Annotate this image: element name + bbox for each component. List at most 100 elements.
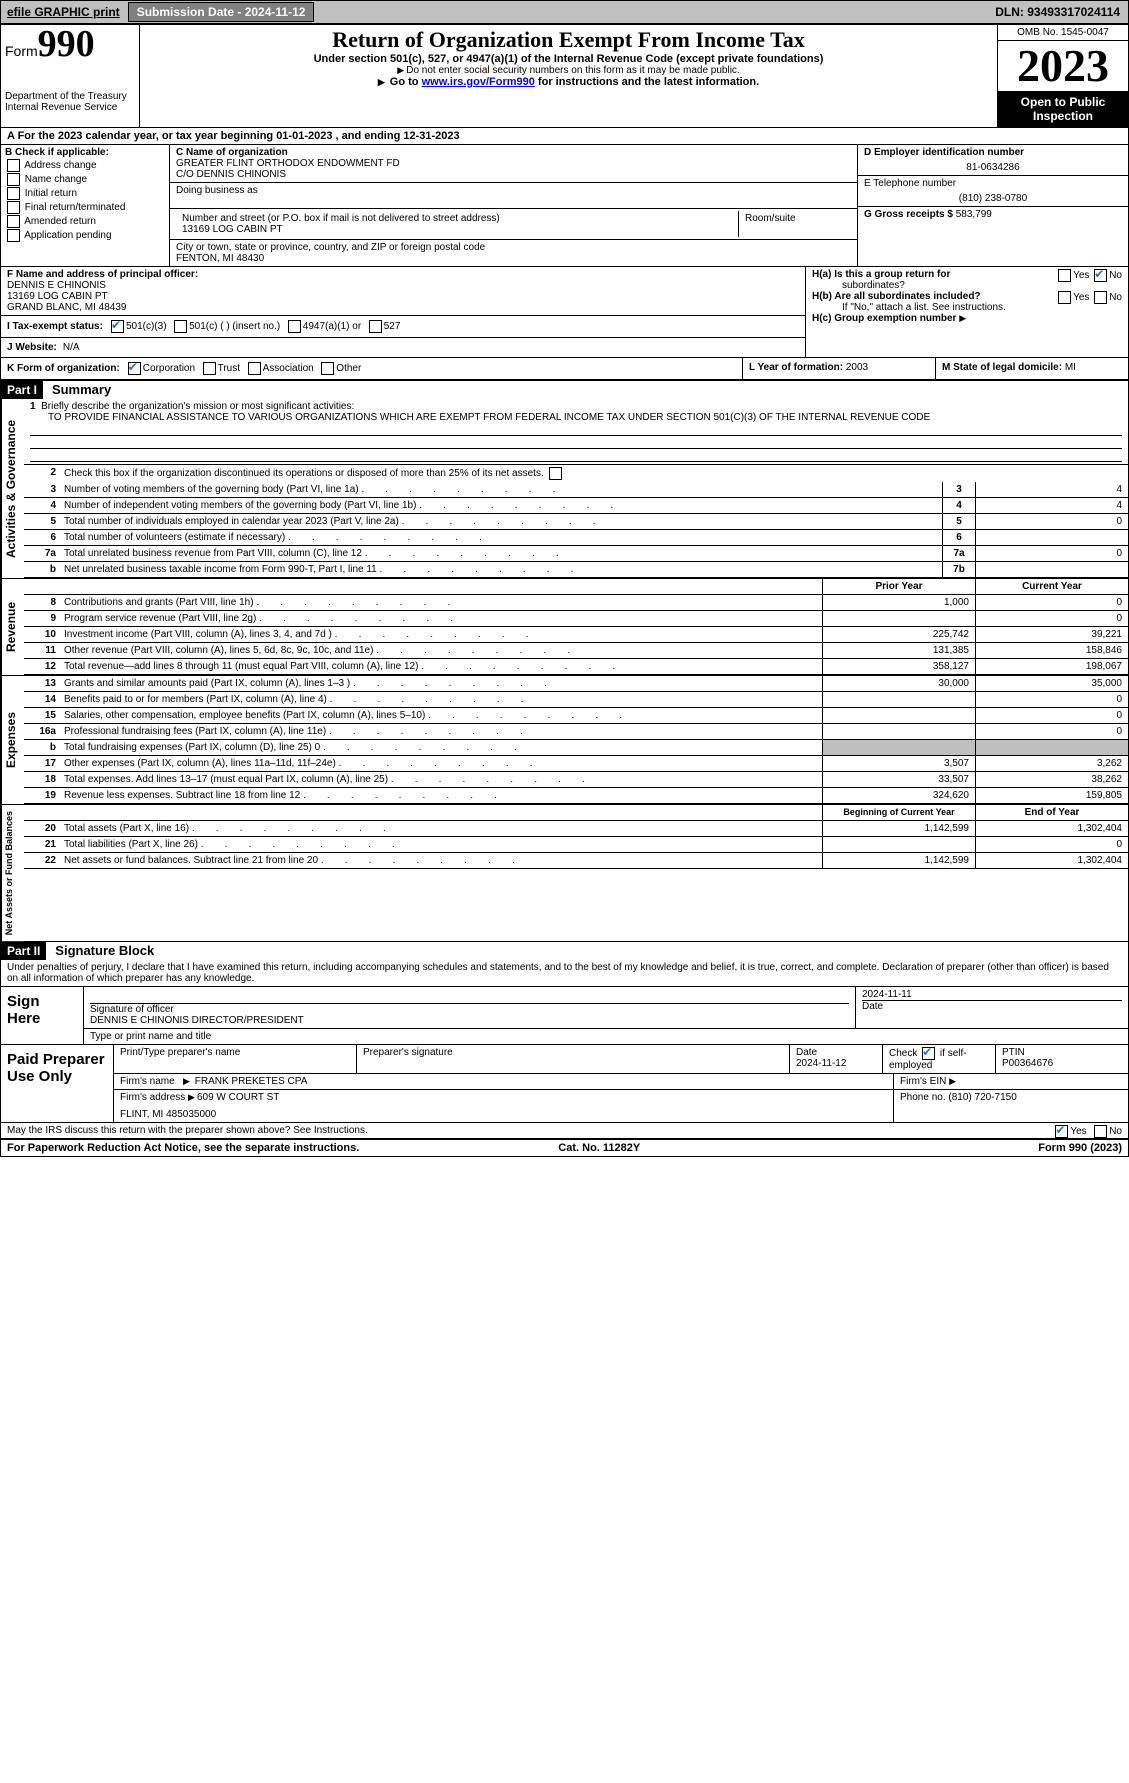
f-lbl: F Name and address of principal officer: xyxy=(7,269,799,280)
paid-preparer: Paid Preparer Use Only Print/Type prepar… xyxy=(1,1045,1128,1123)
chk-527[interactable] xyxy=(369,320,382,333)
row-klm: K Form of organization: Corporation Trus… xyxy=(1,357,1128,381)
g-lbl: G Gross receipts $ xyxy=(864,209,953,220)
section-deg: D Employer identification number 81-0634… xyxy=(857,145,1128,266)
discuss-yes[interactable] xyxy=(1055,1125,1068,1138)
submission-tab[interactable]: Submission Date - 2024-11-12 xyxy=(128,2,315,22)
summary-row: 18Total expenses. Add lines 13–17 (must … xyxy=(24,772,1128,788)
sign-here-lbl: Sign Here xyxy=(1,987,84,1044)
top-bar: efile GRAPHIC print Submission Date - 20… xyxy=(0,0,1129,24)
chk-self[interactable] xyxy=(922,1047,935,1060)
tax-year: 2023 xyxy=(998,41,1128,91)
chk-address[interactable] xyxy=(7,159,20,172)
irs-link[interactable]: www.irs.gov/Form990 xyxy=(422,76,535,88)
part1-bar: Part I xyxy=(1,381,43,399)
hb-no[interactable] xyxy=(1094,291,1107,304)
firm: FRANK PREKETES CPA xyxy=(195,1076,308,1087)
form-id-footer: Form 990 (2023) xyxy=(1038,1142,1122,1154)
vlabel-exp: Expenses xyxy=(1,676,24,804)
state-domicile: MI xyxy=(1065,362,1076,373)
ha-no[interactable] xyxy=(1094,269,1107,282)
addr-lbl: Number and street (or P.O. box if mail i… xyxy=(182,213,732,224)
chk-app[interactable] xyxy=(7,229,20,242)
open-public: Open to Public Inspection xyxy=(998,91,1128,127)
chk-name[interactable] xyxy=(7,173,20,186)
form-header: Form990 Department of the Treasury Inter… xyxy=(1,25,1128,128)
chk-501c3[interactable] xyxy=(111,320,124,333)
form-id-col: Form990 Department of the Treasury Inter… xyxy=(1,25,140,127)
year-formation: 2003 xyxy=(846,362,868,373)
hdr-prior: Prior Year xyxy=(822,579,975,594)
header-sub1: Under section 501(c), 527, or 4947(a)(1)… xyxy=(146,53,991,65)
hdr-curr: Current Year xyxy=(975,579,1128,594)
header-sub3: Go to www.irs.gov/Form990 for instructio… xyxy=(146,76,991,88)
discuss-no[interactable] xyxy=(1094,1125,1107,1138)
efile-link[interactable]: efile GRAPHIC print xyxy=(1,5,126,19)
section-c: C Name of organization GREATER FLINT ORT… xyxy=(170,145,857,266)
city: FENTON, MI 48430 xyxy=(176,253,851,264)
form-title: Return of Organization Exempt From Incom… xyxy=(146,27,991,53)
paperwork: For Paperwork Reduction Act Notice, see … xyxy=(7,1142,359,1154)
vlabel-net: Net Assets or Fund Balances xyxy=(1,805,24,941)
form-word: Form xyxy=(5,43,38,59)
chk-final[interactable] xyxy=(7,201,20,214)
section-j: J Website: N/A xyxy=(1,338,805,357)
website: N/A xyxy=(63,342,80,353)
summary-row: 15Salaries, other compensation, employee… xyxy=(24,708,1128,724)
officer-addr: 13169 LOG CABIN PT xyxy=(7,291,799,302)
summary-row: 16aProfessional fundraising fees (Part I… xyxy=(24,724,1128,740)
chk-amended[interactable] xyxy=(7,215,20,228)
org-name1: GREATER FLINT ORTHODOX ENDOWMENT FD xyxy=(176,158,851,169)
summary-row: 13Grants and similar amounts paid (Part … xyxy=(24,676,1128,692)
chk-other[interactable] xyxy=(321,362,334,375)
part1-title: Summary xyxy=(46,380,117,399)
room-lbl: Room/suite xyxy=(739,211,851,237)
phone: (810) 238-0780 xyxy=(864,189,1122,204)
ptin: P00364676 xyxy=(1002,1058,1053,1069)
street: 13169 LOG CABIN PT xyxy=(182,224,732,235)
header-sub2: Do not enter social security numbers on … xyxy=(146,65,991,76)
chk-4947[interactable] xyxy=(288,320,301,333)
summary-row: 19Revenue less expenses. Subtract line 1… xyxy=(24,788,1128,804)
section-i: I Tax-exempt status: 501(c)(3) 501(c) ( … xyxy=(1,316,805,338)
officer-name: DENNIS E CHINONIS xyxy=(7,280,799,291)
firm-phone: (810) 720-7150 xyxy=(948,1092,1016,1103)
hdr-eoy: End of Year xyxy=(975,805,1128,820)
summary-row: 14Benefits paid to or for members (Part … xyxy=(24,692,1128,708)
part1-header: Part I Summary xyxy=(1,381,1128,399)
summary-row: 7aTotal unrelated business revenue from … xyxy=(24,546,1128,562)
prep-date: 2024-11-12 xyxy=(796,1058,846,1069)
section-h: H(a) Is this a group return for Yes No s… xyxy=(806,267,1128,357)
chk-assoc[interactable] xyxy=(248,362,261,375)
dept-treasury: Department of the Treasury xyxy=(5,91,135,102)
summary-row: 5Total number of individuals employed in… xyxy=(24,514,1128,530)
summary-row: 11Other revenue (Part VIII, column (A), … xyxy=(24,643,1128,659)
chk-corp[interactable] xyxy=(128,362,141,375)
section-b: B Check if applicable: Address change Na… xyxy=(1,145,170,266)
section-bcdefg: B Check if applicable: Address change Na… xyxy=(1,145,1128,267)
summary-row: 21Total liabilities (Part X, line 26) 0 xyxy=(24,837,1128,853)
dba-lbl: Doing business as xyxy=(176,185,851,196)
header-right-col: OMB No. 1545-0047 2023 Open to Public In… xyxy=(997,25,1128,127)
part2-title: Signature Block xyxy=(49,941,160,960)
summary-row: 6Total number of volunteers (estimate if… xyxy=(24,530,1128,546)
ha-yes[interactable] xyxy=(1058,269,1071,282)
hb-yes[interactable] xyxy=(1058,291,1071,304)
part2-bar: Part II xyxy=(1,942,46,960)
chk-501c[interactable] xyxy=(174,320,187,333)
vlabel-gov: Activities & Governance xyxy=(1,399,24,578)
gross-receipts: 583,799 xyxy=(956,209,992,220)
org-name2: C/O DENNIS CHINONIS xyxy=(176,169,851,180)
cat-no: Cat. No. 11282Y xyxy=(558,1142,640,1154)
chk-initial[interactable] xyxy=(7,187,20,200)
summary-row: 17Other expenses (Part IX, column (A), l… xyxy=(24,756,1128,772)
summary-row: 4Number of independent voting members of… xyxy=(24,498,1128,514)
chk-discontinued[interactable] xyxy=(549,467,562,480)
chk-trust[interactable] xyxy=(203,362,216,375)
form-number: 990 xyxy=(38,23,95,65)
c-name-lbl: C Name of organization xyxy=(176,147,851,158)
mission-text: TO PROVIDE FINANCIAL ASSISTANCE TO VARIO… xyxy=(30,412,1122,423)
discuss-row: May the IRS discuss this return with the… xyxy=(1,1123,1128,1140)
irs: Internal Revenue Service xyxy=(5,102,135,113)
paid-lbl: Paid Preparer Use Only xyxy=(1,1045,114,1122)
